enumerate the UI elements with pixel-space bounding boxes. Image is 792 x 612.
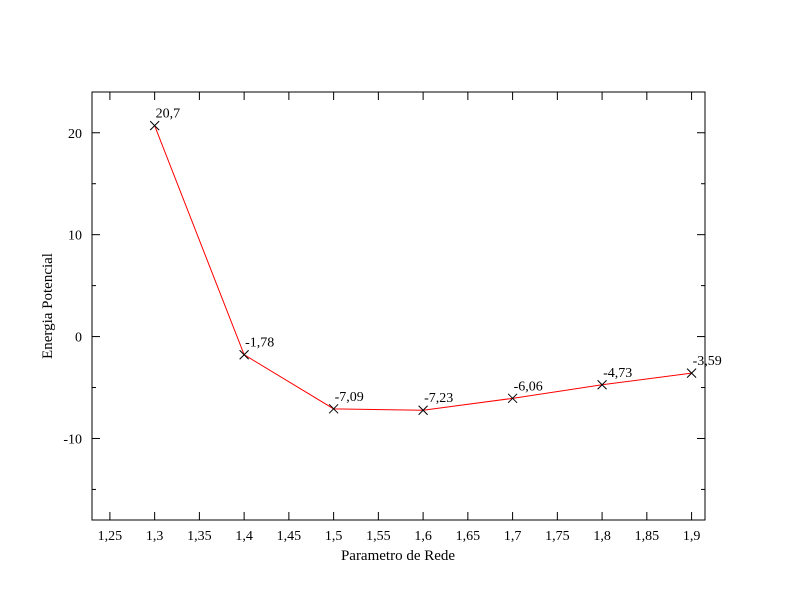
data-label: -7,23 [424, 391, 453, 406]
data-point-marker [507, 393, 518, 404]
x-axis-title: Parametro de Rede [341, 548, 455, 564]
x-tick-label: 1,45 [277, 529, 302, 544]
data-point-marker [328, 403, 339, 414]
x-tick-label: 1,65 [456, 529, 481, 544]
data-label: -1,78 [245, 336, 274, 351]
tick-marks [92, 92, 705, 520]
data-point-marker [418, 405, 428, 416]
y-tick-label: 20 [68, 127, 82, 142]
x-tick-label: 1,85 [635, 529, 660, 544]
plot-frame [91, 91, 706, 521]
x-tick-label: 1,55 [366, 529, 391, 544]
x-tick-label: 1,3 [146, 529, 164, 544]
x-tick-label: 1,75 [545, 529, 570, 544]
x-tick-label: 1,7 [504, 529, 522, 544]
x-tick-label: 1,35 [187, 529, 212, 544]
y-tick-label: 10 [68, 229, 82, 244]
x-tick-label: 1,25 [98, 529, 123, 544]
data-point-marker [239, 349, 249, 360]
x-tick-label: 1,8 [593, 529, 611, 544]
data-label: -7,09 [335, 390, 364, 405]
data-label: -3,59 [693, 354, 722, 369]
data-label: -4,73 [603, 366, 632, 381]
x-tick-label: 1,5 [325, 529, 343, 544]
data-label: 20,7 [156, 107, 181, 122]
data-point-marker [597, 379, 607, 390]
x-tick-label: 1,6 [414, 529, 432, 544]
x-tick-label: 1,4 [235, 529, 253, 544]
x-tick-label: 1,9 [683, 529, 701, 544]
y-tick-label: -10 [63, 432, 82, 447]
y-axis-title: Energia Potencial [40, 253, 56, 359]
series-layer: 20,7 -1,78 -7,09 -7,23 -6,06 -4,73 -3,59 [149, 107, 722, 416]
y-tick-label: 0 [75, 331, 82, 346]
tick-labels: 1,25 1,3 1,35 1,4 1,45 1,5 1,55 1,6 1,65 1,7 1,75 1… [63, 127, 700, 544]
data-label: -6,06 [514, 379, 543, 394]
data-point-marker [149, 120, 160, 131]
data-point-marker [686, 368, 697, 379]
